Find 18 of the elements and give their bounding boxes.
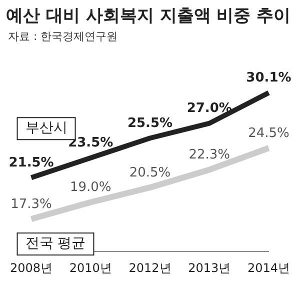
data-label: 30.1% [246, 70, 292, 86]
x-tick-label: 2014년 [247, 260, 290, 275]
x-tick-label: 2010년 [69, 260, 112, 275]
x-tick-label: 2008년 [10, 260, 53, 275]
data-label: 20.5% [129, 165, 171, 180]
data-label: 19.0% [70, 180, 112, 196]
text: 자료 : 한국경제연구원 [7, 29, 119, 44]
data-label: 24.5% [248, 126, 290, 141]
data-label: 17.3% [10, 196, 52, 212]
data-label: 25.5% [127, 116, 173, 132]
x-tick-label: 2013년 [188, 260, 231, 275]
data-label: 22.3% [188, 148, 230, 163]
x-tick-label: 2012년 [128, 260, 172, 275]
data-label: 27.0% [186, 101, 232, 116]
series-label: 부산시 [25, 120, 68, 136]
series-label: 전국 평균 [25, 236, 86, 252]
data-label: 21.5% [8, 155, 54, 170]
chart-title: 예산 대비 사회복지 지출액 비중 추이 [5, 5, 292, 27]
